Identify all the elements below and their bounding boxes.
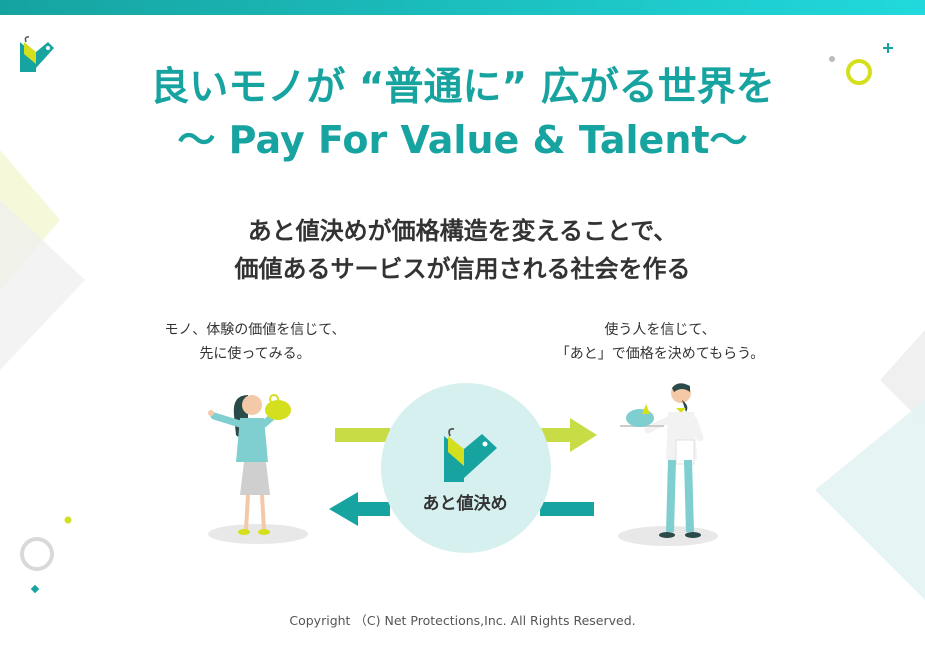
headline-line1: 良いモノが “普通に” 広がる世界を (150, 65, 775, 110)
subheadline-line1: あと値決めが価格構造を変えることで、 (247, 217, 678, 245)
center-logo-icon (444, 427, 497, 482)
caption-user-line2: 先に使ってみる。 (199, 346, 311, 362)
deco-diamond-left-gray (0, 200, 85, 370)
caption-user: モノ、体験の価値を信じて、 先に使ってみる。 (150, 318, 360, 366)
caption-user-line1: モノ、体験の価値を信じて、 (164, 322, 346, 338)
center-label: あと値決め (422, 494, 508, 514)
user-person-illustration (208, 394, 308, 544)
caption-provider-line2: 「あと」で価格を決めてもらう。 (555, 346, 765, 362)
deco-dot-gray (829, 56, 835, 62)
headline-line2: 〜 Pay For Value & Talent〜 (177, 118, 748, 162)
deco-ring-gray (20, 537, 54, 571)
arrow-left-icon (329, 492, 594, 526)
circle-ring-icon (846, 59, 872, 85)
caption-provider: 使う人を信じて、 「あと」で価格を決めてもらう。 (545, 318, 775, 366)
deco-dot-yellow (64, 516, 72, 524)
plus-icon (883, 43, 893, 53)
arrow-right-icon (335, 418, 597, 452)
deco-diamond-right-teal (815, 400, 925, 600)
caption-provider-line1: 使う人を信じて、 (604, 322, 716, 338)
top-accent-bar (0, 0, 925, 15)
brand-logo-icon (20, 36, 54, 72)
provider-person-illustration (618, 383, 718, 546)
copyright-text: Copyright （C) Net Protections,Inc. All R… (289, 613, 636, 628)
deco-diamond-right-gray (880, 330, 925, 425)
subheadline-line2: 価値あるサービスが信用される社会を作る (234, 255, 691, 283)
